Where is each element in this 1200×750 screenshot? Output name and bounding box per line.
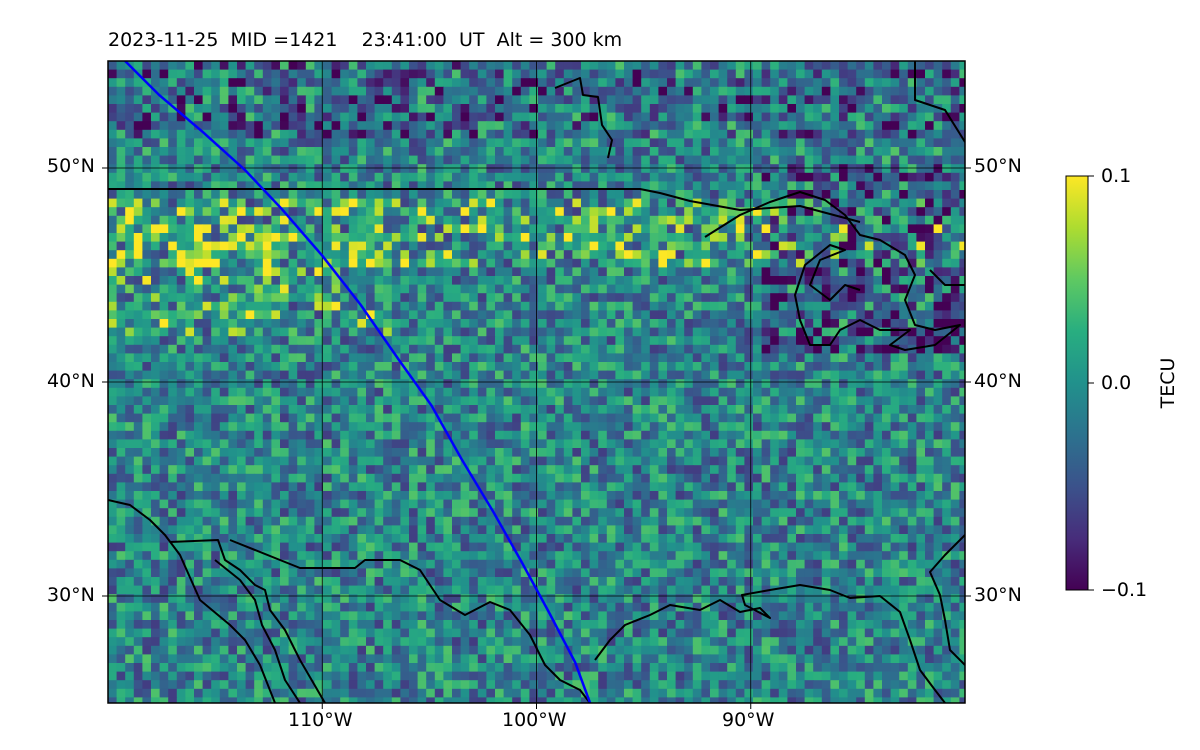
baja-peninsula (214, 559, 301, 703)
colorbar-tick-zero: 0.0 (1101, 372, 1132, 394)
lat-tick-right-30: 30°N (974, 584, 1022, 606)
colorbar-label: TECU (1157, 357, 1179, 409)
lake-michigan-shore (929, 269, 965, 286)
axis-ticks (102, 167, 971, 709)
lon-tick-100w: 100°W (502, 709, 567, 731)
coastlines (108, 61, 965, 703)
colorbar (1065, 175, 1089, 591)
hudson-coast (554, 77, 613, 159)
tec-cells (108, 61, 965, 703)
satellite-track (124, 61, 592, 703)
gulf-coast (594, 584, 946, 703)
map-title: 2023-11-25 MID =1421 23:41:00 UT Alt = 3… (108, 29, 623, 51)
great-lakes (704, 191, 961, 351)
lat-tick-left-40: 40°N (47, 370, 95, 392)
northeast-coast (914, 61, 965, 143)
florida-coast (929, 534, 965, 666)
lat-tick-right-40: 40°N (974, 370, 1022, 392)
lon-tick-110w: 110°W (288, 709, 353, 731)
lat-tick-left-30: 30°N (47, 584, 95, 606)
lat-tick-right-50: 50°N (974, 155, 1022, 177)
gulf-of-california (169, 539, 326, 703)
mexico-us-border (229, 539, 591, 703)
us-canada-border (108, 188, 861, 223)
pacific-coast (108, 499, 276, 703)
lat-tick-left-50: 50°N (47, 155, 95, 177)
colorbar-tick-min: −0.1 (1101, 579, 1148, 601)
colorbar-tick-max: 0.1 (1101, 165, 1132, 187)
lon-tick-90w: 90°W (722, 709, 775, 731)
colorbar-ticks (1088, 175, 1094, 591)
